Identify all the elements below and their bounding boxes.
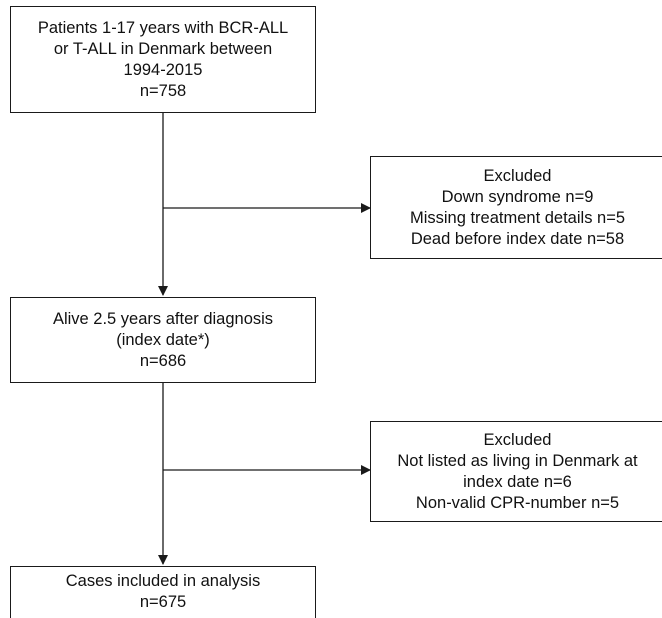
excluded-box-2: Excluded Not listed as living in Denmark… bbox=[370, 421, 662, 522]
start-line-2: or T-ALL in Denmark between bbox=[53, 39, 273, 58]
alive-index-box: Alive 2.5 years after diagnosis (index d… bbox=[10, 297, 316, 383]
excluded-2-line-2: index date n=6 bbox=[463, 472, 572, 491]
excluded-2-heading: Excluded bbox=[483, 430, 552, 449]
excluded-box-1: Excluded Down syndrome n=9 Missing treat… bbox=[370, 156, 662, 259]
alive-line-1: Alive 2.5 years after diagnosis bbox=[52, 309, 274, 328]
start-population-box: Patients 1-17 years with BCR-ALL or T-AL… bbox=[10, 6, 316, 113]
final-line-1: Cases included in analysis bbox=[65, 572, 261, 590]
excluded-1-line-1: Down syndrome n=9 bbox=[441, 187, 594, 206]
excluded-1-line-3: Dead before index date n=58 bbox=[410, 229, 625, 248]
excluded-1-heading: Excluded bbox=[483, 166, 552, 185]
excluded-2-line-1: Not listed as living in Denmark at bbox=[397, 451, 638, 470]
excluded-2-line-3: Non-valid CPR-number n=5 bbox=[415, 493, 620, 512]
start-count: n=758 bbox=[139, 81, 187, 100]
final-count: n=675 bbox=[139, 593, 187, 611]
start-line-3: 1994-2015 bbox=[123, 60, 203, 79]
start-line-1: Patients 1-17 years with BCR-ALL bbox=[37, 18, 289, 37]
alive-count: n=686 bbox=[139, 351, 187, 370]
alive-line-2: (index date*) bbox=[116, 330, 210, 349]
final-cohort-box: Cases included in analysis n=675 bbox=[10, 566, 316, 618]
excluded-1-line-2: Missing treatment details n=5 bbox=[409, 208, 626, 227]
